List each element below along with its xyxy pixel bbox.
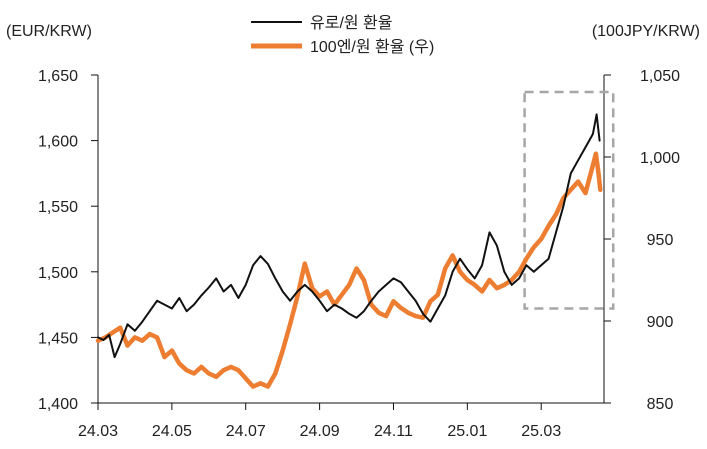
left-tick-label: 1,450 bbox=[38, 330, 78, 347]
left-tick-label: 1,600 bbox=[38, 134, 78, 151]
series-layer bbox=[95, 113, 603, 389]
annotation-layer bbox=[523, 90, 615, 310]
series-line-euro bbox=[97, 113, 601, 359]
right-tick-label: 950 bbox=[647, 232, 674, 249]
legend-label-euro: 유로/원 환율 bbox=[310, 14, 393, 32]
x-tick-label: 25.01 bbox=[447, 423, 487, 440]
x-tick-label: 24.09 bbox=[300, 423, 340, 440]
left-tick-label: 1,650 bbox=[38, 68, 78, 85]
right-tick-label: 850 bbox=[647, 396, 674, 413]
highlight-dashed-box bbox=[523, 90, 615, 310]
axis-ticks: 1,400 1,450 1,500 1,550 1,600 1,650 850 900 950 1… bbox=[38, 68, 680, 440]
legend: 유로/원 환율 100엔/원 환율 (우) bbox=[251, 14, 434, 56]
right-tick-label: 900 bbox=[647, 314, 674, 331]
legend-label-yen: 100엔/원 환율 (우) bbox=[310, 38, 434, 56]
x-tick-label: 24.07 bbox=[226, 423, 266, 440]
left-tick-label: 1,550 bbox=[38, 199, 78, 216]
x-tick-label: 25.03 bbox=[521, 423, 561, 440]
right-axis-unit-label: (100JPY/KRW) bbox=[592, 23, 700, 40]
left-axis-unit-label: (EUR/KRW) bbox=[6, 23, 92, 40]
x-tick-label: 24.03 bbox=[78, 423, 118, 440]
x-tick-label: 24.05 bbox=[152, 423, 192, 440]
right-tick-label: 1,050 bbox=[640, 68, 680, 85]
left-tick-label: 1,400 bbox=[38, 396, 78, 413]
series-line-yen bbox=[95, 151, 603, 389]
right-tick-label: 1,000 bbox=[640, 150, 680, 167]
x-tick-label: 24.11 bbox=[374, 423, 413, 440]
left-tick-label: 1,500 bbox=[38, 265, 78, 282]
